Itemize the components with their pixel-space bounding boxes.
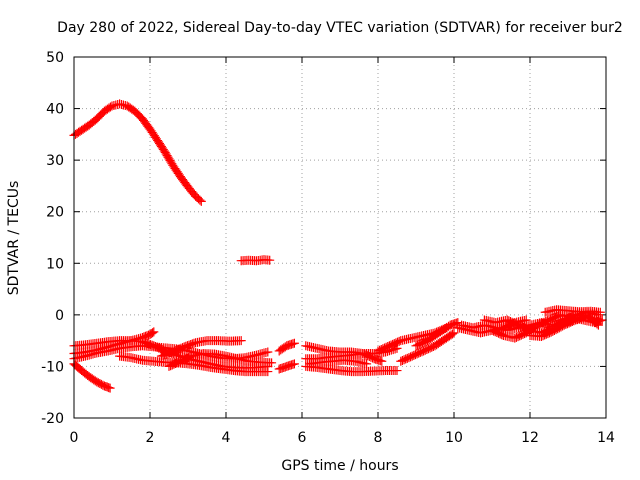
- x-tick-label: 4: [222, 430, 231, 446]
- y-tick-label: 0: [55, 308, 64, 324]
- grid-lines: [74, 57, 606, 418]
- data-point: [105, 383, 115, 393]
- data-point: [377, 356, 387, 366]
- series-arc2: [236, 255, 275, 266]
- series-arc5: [69, 359, 115, 393]
- series-arc9: [164, 349, 277, 371]
- data-point: [390, 344, 400, 354]
- data-point: [263, 347, 273, 357]
- x-tick-label: 14: [597, 430, 615, 446]
- y-tick-label: -10: [41, 359, 64, 375]
- data-point: [267, 358, 277, 368]
- data-point: [289, 338, 299, 348]
- y-tick-label: 10: [46, 256, 64, 272]
- plot-frame: [73, 56, 607, 419]
- data-point: [595, 307, 605, 317]
- data-point: [392, 366, 402, 376]
- data-point: [592, 319, 602, 329]
- data-point: [593, 320, 603, 330]
- data-point: [362, 359, 372, 369]
- data-point: [597, 315, 607, 325]
- series-arc22: [525, 310, 603, 342]
- x-tick-label: 12: [521, 430, 539, 446]
- data-point: [263, 367, 273, 377]
- data-markers: [69, 99, 607, 393]
- series-arc17: [396, 328, 459, 366]
- x-tick-label: 0: [70, 430, 79, 446]
- y-tick-label: -20: [41, 411, 64, 427]
- chart-title: Day 280 of 2022, Sidereal Day-to-day VTE…: [57, 20, 623, 36]
- series-arc14: [301, 341, 387, 366]
- series-arc15: [305, 355, 372, 369]
- series-arc11: [274, 338, 299, 356]
- data-point: [149, 327, 159, 337]
- x-tick-label: 2: [146, 430, 155, 446]
- y-axis-title: SDTVAR / TECUs: [6, 181, 22, 296]
- data-point: [148, 328, 158, 338]
- y-tick-label: 20: [46, 205, 64, 221]
- series-arc24: [453, 315, 531, 338]
- y-tick-label: 40: [46, 102, 64, 118]
- series-arc18: [411, 318, 463, 351]
- series-arc1: [69, 99, 206, 206]
- x-tick-label: 8: [374, 430, 383, 446]
- data-point: [236, 336, 246, 346]
- x-axis-title: GPS time / hours: [281, 458, 398, 474]
- data-point: [289, 359, 299, 369]
- y-tick-label: 50: [46, 50, 64, 66]
- x-tick-label: 6: [298, 430, 307, 446]
- data-point: [195, 195, 205, 205]
- data-point: [449, 328, 459, 338]
- data-point: [521, 315, 531, 325]
- y-tick-label: 30: [46, 153, 64, 169]
- axis-ticks: 0 2 4 6 8 10 12 14 -20 -10 0 10 20 30 40 50: [41, 50, 615, 446]
- series-arc23: [540, 305, 605, 317]
- data-point: [447, 329, 457, 339]
- series-arc8: [156, 336, 246, 361]
- data-point: [265, 255, 275, 265]
- x-tick-label: 10: [445, 430, 463, 446]
- series-arc10: [274, 359, 299, 374]
- data-point: [196, 196, 206, 206]
